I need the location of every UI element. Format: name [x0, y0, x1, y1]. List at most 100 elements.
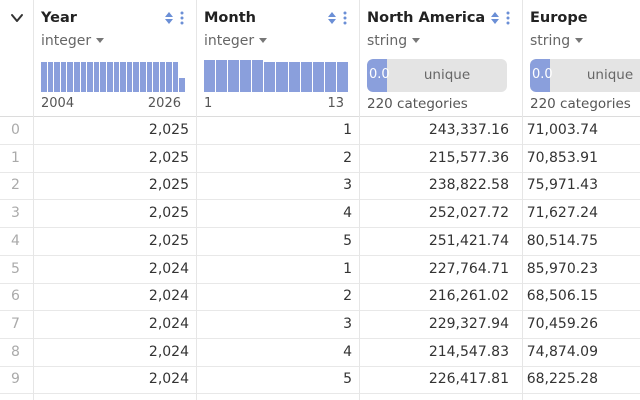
cell-europe[interactable]: 68,225.28 [526, 371, 598, 388]
unique-label: unique [423, 67, 471, 83]
cell-month[interactable]: 2 [343, 149, 352, 166]
row-index[interactable]: 2 [11, 177, 20, 194]
cell-month[interactable]: 1 [343, 260, 352, 277]
histogram-bar [106, 61, 113, 92]
cell-europe[interactable]: 70,853.91 [526, 149, 598, 166]
cell-north-america[interactable]: 215,577.36 [428, 149, 509, 166]
column-header-year[interactable]: Year integer 2004 2026 [34, 0, 196, 116]
index-header[interactable] [0, 0, 33, 116]
table-row[interactable]: 0 2,025 1 243,337.16 71,003.74 [0, 117, 640, 145]
histogram [204, 59, 348, 92]
histogram-bar [159, 61, 166, 92]
cell-europe[interactable]: 71,627.24 [526, 205, 598, 222]
cell-europe[interactable]: 85,970.23 [526, 260, 598, 277]
cell-year[interactable]: 2,024 [148, 371, 189, 388]
histogram-bar [216, 60, 228, 92]
cell-month[interactable]: 2 [343, 288, 352, 305]
table-row[interactable]: 6 2,024 2 216,261.02 68,506.15 [0, 283, 640, 312]
cell-europe[interactable]: 71,003.74 [526, 122, 598, 138]
row-index[interactable]: 1 [11, 149, 20, 166]
cell-north-america[interactable]: 238,822.58 [428, 177, 509, 194]
row-index[interactable]: 4 [11, 232, 20, 249]
cell-north-america[interactable]: 252,027.72 [428, 205, 509, 222]
cell-europe[interactable]: 74,874.09 [526, 343, 598, 360]
column-type-label: string [530, 33, 571, 49]
column-divider[interactable] [33, 0, 34, 400]
cell-year[interactable]: 2,025 [148, 177, 189, 194]
cell-north-america[interactable]: 216,261.02 [428, 288, 509, 305]
table-row[interactable]: 4 2,025 5 251,421.74 80,514.75 [0, 228, 640, 256]
row-index[interactable]: 5 [11, 260, 20, 277]
caret-down-icon [412, 37, 421, 43]
histogram-bar [276, 62, 288, 92]
more-vertical-icon[interactable] [342, 10, 348, 26]
table-row[interactable]: 1 2,025 2 215,577.36 70,853.91 [0, 145, 640, 173]
cell-year[interactable]: 2,025 [148, 122, 189, 138]
histogram-bar [240, 60, 252, 92]
cell-month[interactable]: 4 [343, 205, 352, 222]
column-header-month[interactable]: Month integer 1 13 [197, 0, 359, 116]
column-type-dropdown[interactable]: integer [41, 33, 105, 49]
more-vertical-icon[interactable] [179, 10, 185, 26]
cell-year[interactable]: 2,024 [148, 260, 189, 277]
cell-month[interactable]: 5 [343, 232, 352, 249]
row-index[interactable]: 0 [11, 122, 20, 138]
sort-icon[interactable] [164, 10, 174, 26]
unique-bar-fill [530, 59, 550, 92]
column-divider[interactable] [196, 0, 197, 400]
histogram-bar [146, 61, 153, 92]
row-index[interactable]: 8 [11, 343, 20, 360]
chevron-down-icon[interactable] [9, 10, 25, 26]
histogram-bar [252, 60, 264, 92]
histogram-bar [312, 62, 324, 92]
cell-year[interactable]: 2,024 [148, 288, 189, 305]
cell-europe[interactable]: 75,971.43 [526, 177, 598, 194]
cell-year[interactable]: 2,024 [148, 343, 189, 360]
histogram-bar [324, 62, 336, 92]
cell-month[interactable]: 5 [343, 371, 352, 388]
unique-bar: 0.0 unique [367, 59, 507, 92]
cell-year[interactable]: 2,024 [148, 315, 189, 332]
cell-north-america[interactable]: 214,547.83 [428, 343, 509, 360]
column-header-europe[interactable]: Europe string 0.0 unique 220 categories [523, 0, 640, 116]
column-name: North America [367, 10, 486, 26]
cell-europe[interactable]: 80,514.75 [526, 232, 598, 249]
cell-north-america[interactable]: 229,327.94 [428, 315, 509, 332]
row-index[interactable]: 6 [11, 288, 20, 305]
table-row[interactable]: 3 2,025 4 252,027.72 71,627.24 [0, 200, 640, 229]
column-type-dropdown[interactable]: integer [204, 33, 268, 49]
table-row[interactable]: 2 2,025 3 238,822.58 75,971.43 [0, 172, 640, 201]
cell-north-america[interactable]: 227,764.71 [428, 260, 509, 277]
cell-month[interactable]: 4 [343, 343, 352, 360]
table-row[interactable]: 7 2,024 3 229,327.94 70,459.26 [0, 311, 640, 339]
table-row[interactable]: 5 2,024 1 227,764.71 85,970.23 [0, 256, 640, 284]
more-vertical-icon[interactable] [505, 10, 511, 26]
table-row[interactable]: 9 2,024 5 226,417.81 68,225.28 [0, 366, 640, 395]
column-header-north-america[interactable]: North America string 0.0 unique 220 cate… [360, 0, 522, 116]
cell-month[interactable]: 3 [343, 177, 352, 194]
row-index[interactable]: 3 [11, 205, 20, 222]
cell-month[interactable]: 1 [343, 122, 352, 138]
cell-year[interactable]: 2,025 [148, 149, 189, 166]
cell-year[interactable]: 2,025 [148, 232, 189, 249]
grid-header: Year integer 2004 2026 Month integer 1 [0, 0, 640, 117]
sort-icon[interactable] [490, 10, 500, 26]
column-type-dropdown[interactable]: string [367, 33, 421, 49]
cell-north-america[interactable]: 243,337.16 [428, 122, 509, 138]
histogram-bar [54, 61, 60, 92]
row-index[interactable]: 9 [11, 371, 20, 388]
cell-europe[interactable]: 70,459.26 [526, 315, 598, 332]
column-type-dropdown[interactable]: string [530, 33, 584, 49]
category-count: 220 categories [530, 96, 631, 112]
column-divider[interactable] [359, 0, 360, 400]
table-row[interactable]: 8 2,024 4 214,547.83 74,874.09 [0, 339, 640, 367]
column-divider[interactable] [522, 0, 523, 400]
sort-icon[interactable] [327, 10, 337, 26]
cell-month[interactable]: 3 [343, 315, 352, 332]
cell-north-america[interactable]: 251,421.74 [428, 232, 509, 249]
cell-year[interactable]: 2,025 [148, 205, 189, 222]
cell-north-america[interactable]: 226,417.81 [428, 371, 509, 388]
row-index[interactable]: 7 [11, 315, 20, 332]
cell-europe[interactable]: 68,506.15 [526, 288, 598, 305]
